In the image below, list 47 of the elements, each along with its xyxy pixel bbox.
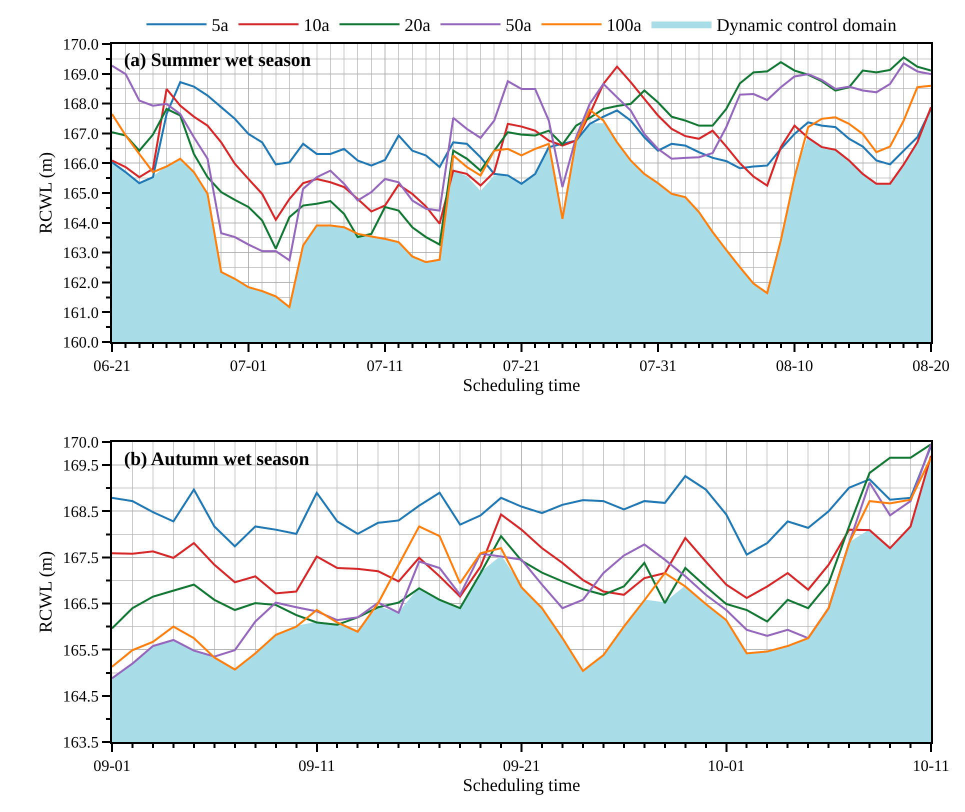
line-series	[112, 84, 931, 308]
line-series	[112, 81, 931, 185]
y-tick-label: 161.0	[62, 304, 99, 322]
y-tick-label: 169.5	[62, 458, 99, 475]
y-tick-label: 167.5	[62, 550, 99, 567]
legend-label: 10a	[304, 15, 330, 36]
x-axis-title: Scheduling time	[462, 775, 580, 796]
y-tick-label: 168.5	[62, 504, 99, 521]
x-tick-label: 07-01	[230, 358, 268, 376]
x-tick-label: 09-01	[93, 758, 131, 776]
legend-label: 20a	[404, 15, 430, 36]
y-tick-label: 168.0	[62, 96, 99, 114]
x-tick-label: 06-21	[93, 358, 131, 376]
legend-label: 100a	[606, 15, 642, 36]
y-tick-label: 170.0	[62, 36, 99, 54]
y-tick-label: 165.5	[62, 642, 99, 660]
y-tick-label: 163.5	[62, 734, 99, 752]
line-series	[112, 445, 931, 556]
x-tick-label: 09-11	[298, 758, 336, 776]
y-tick-label: 169.0	[62, 66, 99, 84]
y-tick-label: 165.0	[62, 186, 99, 203]
x-tick-label: 07-31	[639, 358, 677, 376]
y-tick-label: 162.0	[62, 275, 99, 292]
x-tick-label: 08-10	[776, 358, 814, 376]
y-tick-label: 166.5	[62, 596, 99, 614]
x-tick-label: 07-11	[366, 358, 404, 376]
y-axis-title: RCWL (m)	[36, 152, 56, 234]
legend-label: 50a	[506, 15, 532, 36]
y-axis-title: RCWL (m)	[36, 551, 56, 633]
x-tick-label: 10-01	[708, 758, 745, 776]
x-tick-label: 10-11	[912, 758, 950, 776]
chart-title: (b) Autumn wet season	[124, 449, 310, 470]
y-tick-label: 164.5	[62, 688, 99, 706]
line-series	[112, 443, 931, 630]
x-tick-label: 08-20	[912, 358, 950, 376]
y-tick-label: 160.0	[62, 334, 99, 352]
y-tick-label: 164.0	[62, 215, 99, 232]
x-tick-label: 09-21	[502, 758, 540, 776]
y-tick-label: 167.0	[62, 126, 99, 143]
x-tick-label: 07-21	[502, 358, 540, 376]
legend-label: Dynamic control domain	[716, 15, 896, 36]
legend-label: 5a	[212, 15, 228, 36]
x-axis-title: Scheduling time	[462, 375, 580, 396]
chart-title: (a) Summer wet season	[124, 50, 312, 71]
y-tick-label: 163.0	[62, 245, 99, 262]
y-tick-label: 170.0	[62, 434, 99, 452]
y-tick-label: 166.0	[62, 156, 99, 173]
